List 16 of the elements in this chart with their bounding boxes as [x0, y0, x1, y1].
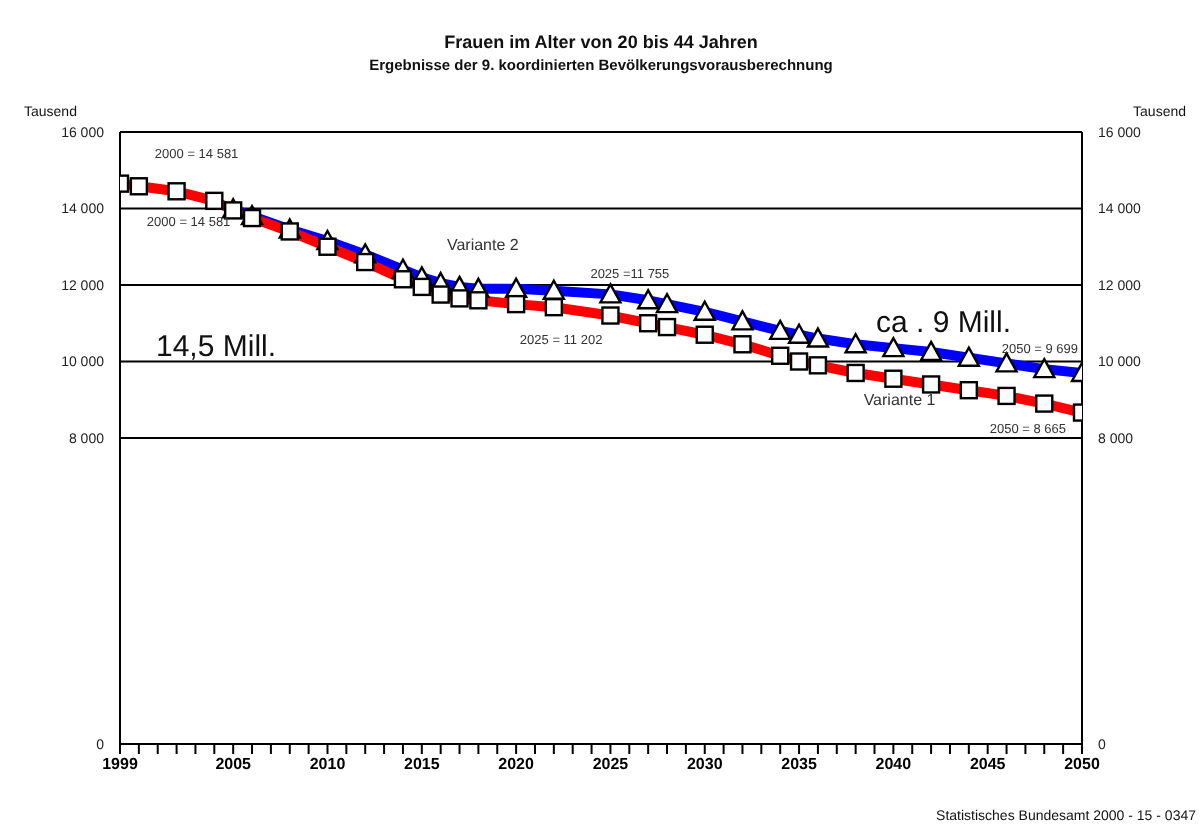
annotation: 14,5 Mill.	[156, 330, 277, 364]
x-tick-label: 2010	[309, 755, 347, 774]
annotation: ca . 9 Mill.	[876, 306, 1012, 340]
x-tick-label: 2050	[1064, 755, 1101, 774]
x-tick-label: 2025	[592, 755, 630, 774]
chart-title: Frauen im Alter von 20 bis 44 Jahren	[442, 32, 760, 52]
x-tick-label: 2045	[969, 755, 1007, 774]
x-tick-label: 2040	[875, 755, 913, 774]
x-tick-label: 2005	[215, 755, 253, 774]
series-label: Variante 2	[446, 235, 520, 254]
x-tick-label: 2030	[686, 755, 724, 774]
series-label: Variante 1	[863, 390, 937, 409]
x-tick-label: 1999	[102, 755, 139, 774]
x-tick-label: 2035	[781, 755, 818, 774]
x-tick-label: 2020	[498, 755, 536, 774]
x-tick-label: 2015	[404, 755, 441, 774]
